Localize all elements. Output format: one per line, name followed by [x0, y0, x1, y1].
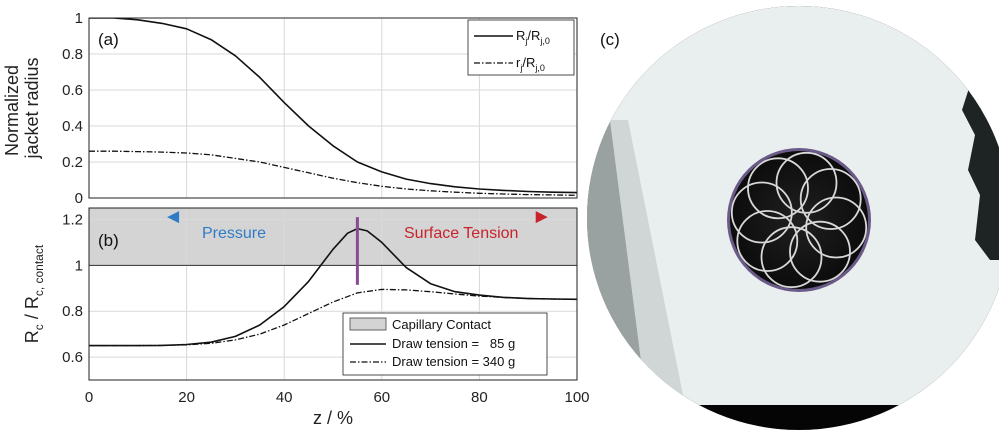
- legend-swatch-capillary: [349, 317, 387, 331]
- panel-b-ytick-label: 1.2: [62, 211, 83, 228]
- legend-label-rj-inner: rj/Rj,0: [516, 55, 545, 73]
- chart-panel-b: Pressure Surface Tension 0.6 0.8 1 1.2 0 20 4…: [22, 207, 590, 428]
- capillary-tube: [736, 210, 799, 272]
- panel-b-ytick-label: 1: [75, 257, 83, 274]
- panel-b-xtick-label: 40: [276, 389, 293, 406]
- panel-a-y-ticks: 0 0.2 0.4 0.6 0.8 1: [62, 10, 83, 207]
- panel-a-ytick-label: 0.4: [62, 118, 83, 135]
- panel-b-ytick-label: 0.8: [62, 303, 83, 320]
- capillary-tube: [730, 181, 793, 244]
- panel-a-ylabel-line1: Normalized: [2, 65, 22, 156]
- panel-b-lines: [89, 227, 577, 347]
- panel-a-lines: [89, 18, 577, 196]
- legend-label-340g: Draw tension = 340 g: [392, 354, 515, 369]
- panel-b-y-ticks: 0.6 0.8 1 1.2: [62, 211, 83, 366]
- legend-label-85g: Draw tension = 85 g: [392, 336, 515, 351]
- surface-tension-label: Surface Tension: [404, 225, 518, 242]
- panel-b-xlabel: z / %: [313, 408, 353, 428]
- fiber-capillaries: [730, 151, 868, 289]
- panel-b-xtick-label: 80: [471, 389, 488, 406]
- capillary-tube: [747, 157, 809, 220]
- panel-a-ytick-label: 0.6: [62, 82, 83, 99]
- panel-b-xtick-label: 20: [178, 389, 195, 406]
- panel-b-xtick-label: 60: [373, 389, 390, 406]
- arrow-right-head: [535, 211, 548, 224]
- panel-a-frame: [88, 17, 578, 199]
- panel-b-xtick-label: 0: [85, 389, 93, 406]
- micrograph-left-gradient: [610, 120, 690, 430]
- panel-a-ytick-label: 0: [75, 190, 83, 207]
- panel-b-letter: (b): [98, 231, 119, 250]
- fiber-micrograph-panel: (c): [587, 6, 999, 430]
- panel-b-x-ticks: 0 20 40 60 80 100: [85, 389, 590, 406]
- panel-b-ylabel: Rc / Rc, contact: [22, 244, 46, 343]
- capillary-tube: [760, 226, 823, 289]
- panel-c-letter: (c): [600, 30, 620, 49]
- panel-b-xtick-label: 100: [564, 389, 589, 406]
- legend-label-capillary: Capillary Contact: [392, 317, 491, 332]
- panel-b-ytick-label: 0.6: [62, 349, 83, 366]
- pressure-label: Pressure: [202, 225, 266, 242]
- panel-a-letter: (a): [98, 30, 119, 49]
- panel-a-ytick-label: 0.8: [62, 46, 83, 63]
- panel-a-ylabel: Normalized jacket radius: [2, 57, 42, 159]
- legend-label-rj: Rj/Rj,0: [516, 28, 550, 46]
- arrow-left-head: [167, 211, 180, 224]
- panel-a-series-0: [89, 18, 577, 194]
- capillary-tube: [799, 168, 862, 230]
- capillary-tube: [775, 151, 838, 214]
- panel-a-series-1: [89, 150, 577, 196]
- capillary-tube: [805, 196, 868, 259]
- panel-b-frame: [88, 207, 578, 381]
- panel-a-legend-box: [467, 19, 575, 76]
- panel-a-legend: Rj/Rj,0 rj/Rj,0: [467, 19, 575, 76]
- pressure-surface-tension-arrow: [167, 211, 548, 285]
- chart-panel-a: 0 0.2 0.4 0.6 0.8 1 (a) Normalized jacket rad…: [2, 10, 578, 207]
- panel-b-series-1: [89, 288, 577, 347]
- fiber-core-region: [730, 151, 868, 289]
- panel-b-legend: Capillary Contact Draw tension = 85 g Dr…: [342, 312, 548, 376]
- panel-a-ytick-label: 0.2: [62, 154, 83, 171]
- panel-a-ytick-label: 1: [75, 10, 83, 27]
- micrograph-bottom-band: [587, 405, 999, 430]
- panel-a-ylabel-line2: jacket radius: [22, 57, 42, 159]
- capillary-tube: [789, 220, 851, 283]
